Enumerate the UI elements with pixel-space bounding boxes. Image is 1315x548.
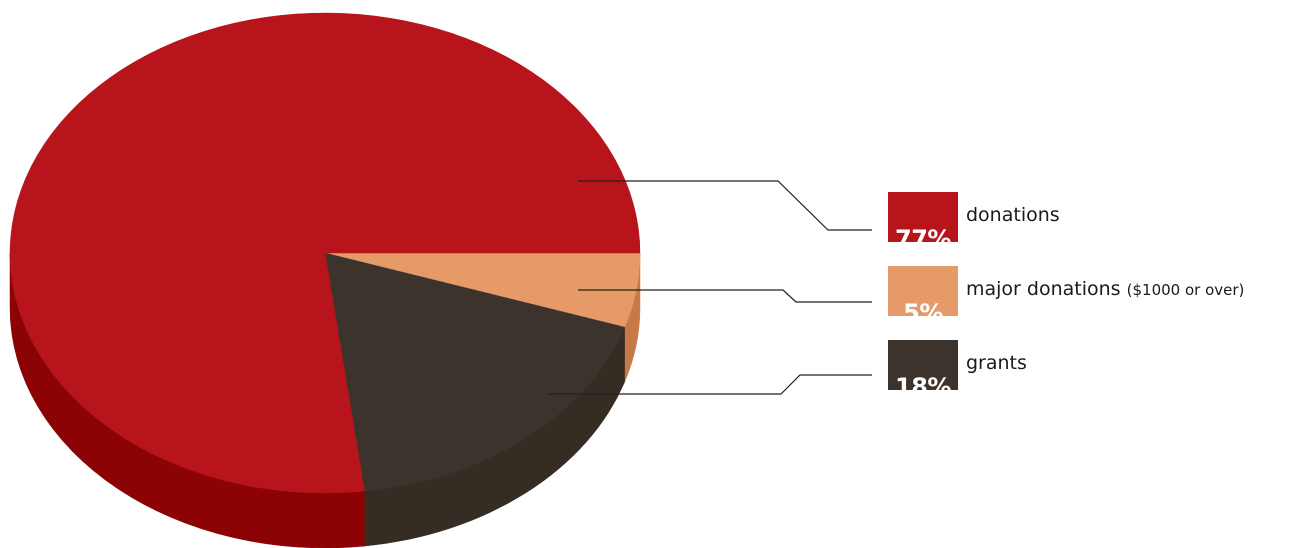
legend-swatch-grants: 18% <box>888 340 958 390</box>
legend-swatch-major-donations: 5% <box>888 266 958 316</box>
leader-lines <box>548 180 872 395</box>
leader-line-donations <box>578 180 872 231</box>
legend-note-major-donations: ($1000 or over) <box>1126 281 1245 299</box>
legend-label-grants: grants <box>966 352 1027 374</box>
legend-text-grants: grants <box>966 352 1027 374</box>
percent-label-donations: 77% <box>895 225 951 242</box>
legend-label-donations: donations <box>966 204 1060 226</box>
legend-text-donations: donations <box>966 204 1060 226</box>
legend-text-major-donations: major donations <box>966 278 1121 300</box>
leader-line-major-donations <box>578 289 872 303</box>
slice-grants <box>324 252 625 492</box>
percent-label-major-donations: 5% <box>903 299 943 316</box>
legend-swatch-donations: 77% <box>888 192 958 242</box>
percent-label-grants: 18% <box>895 373 951 390</box>
pie-top-faces <box>9 12 641 494</box>
slice-donations <box>9 12 641 494</box>
legend-label-major-donations: major donations ($1000 or over) <box>966 278 1244 300</box>
leader-line-grants <box>548 374 872 395</box>
